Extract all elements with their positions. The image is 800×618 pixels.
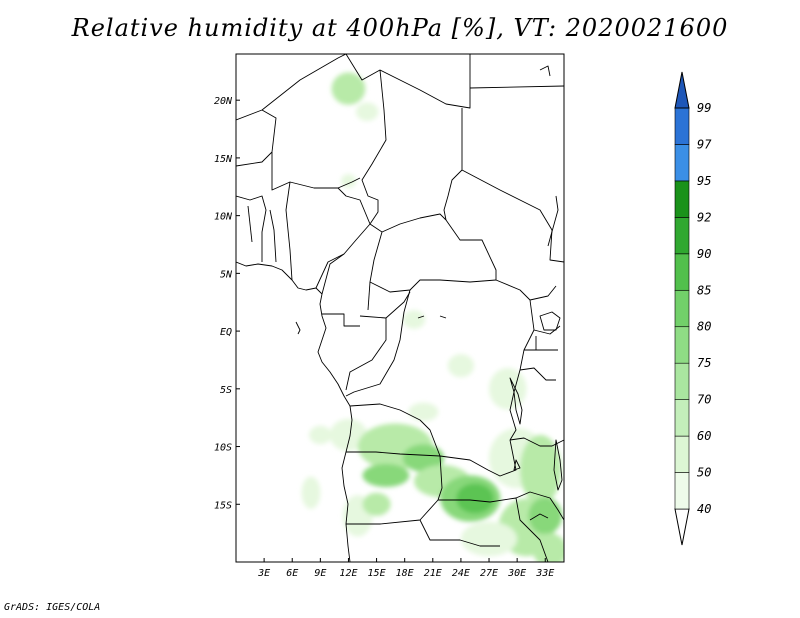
humidity-patch <box>460 521 518 557</box>
lake-victoria <box>539 311 561 331</box>
colorbar-segment <box>674 435 690 473</box>
colorbar-label: 70 <box>697 393 711 407</box>
colorbar-segment <box>674 253 690 291</box>
humidity-patch <box>456 483 494 514</box>
humidity-patch <box>355 102 379 121</box>
lon-tick-label: 6E <box>286 568 298 579</box>
humidity-patch <box>331 72 366 105</box>
colorbar-label: 80 <box>697 320 711 334</box>
humidity-patch <box>489 368 527 410</box>
colorbar-segment <box>674 399 690 437</box>
colorbar-segment <box>674 144 690 182</box>
country-borders <box>236 54 564 562</box>
humidity-patch <box>362 463 410 487</box>
lon-tick-label: 24E <box>452 568 470 579</box>
colorbar-label: 75 <box>697 356 711 370</box>
colorbar-label: 40 <box>697 502 711 516</box>
coastline-west-africa <box>236 261 353 562</box>
colorbar-segment <box>674 289 690 328</box>
colorbar-segment <box>674 217 690 255</box>
humidity-patch <box>528 497 563 535</box>
colorbar-segment <box>674 472 690 510</box>
colorbar-label: 99 <box>697 101 711 115</box>
longitude-axis: 3E 6E 9E 12E 15E 18E 21E 24E 27E 30E 33E <box>257 558 554 579</box>
colorbar-label: 92 <box>697 210 711 224</box>
lat-tick-label: 15S <box>214 500 232 511</box>
colorbar-label: 95 <box>697 174 711 188</box>
colorbar-label: 60 <box>697 429 711 443</box>
colorbar-segment <box>674 107 690 145</box>
lat-tick-label: 5S <box>220 385 232 396</box>
colorbar-segment <box>674 326 690 364</box>
map-frame <box>235 53 565 563</box>
colorbar-segment <box>674 180 690 218</box>
grads-credit: GrADS: IGES/COLA <box>4 602 101 613</box>
lon-tick-label: 33E <box>535 568 554 579</box>
lon-tick-label: 9E <box>314 568 326 579</box>
humidity-patch <box>329 418 368 452</box>
humidity-patch <box>340 174 356 188</box>
map-title: Relative humidity at 400hPa [%], VT: 202… <box>71 14 729 42</box>
lon-tick-label: 21E <box>424 568 442 579</box>
colorbar-over-arrow <box>674 71 690 109</box>
humidity-patch <box>408 402 439 422</box>
humidity-patch <box>533 533 564 562</box>
colorbar-label: 85 <box>697 283 711 297</box>
lon-tick-label: 30E <box>507 568 526 579</box>
lake-malawi <box>553 439 563 491</box>
lat-tick-label: EQ <box>220 327 232 338</box>
lake-tanganyika <box>509 377 523 425</box>
colorbar: 40 50 60 70 75 80 85 90 92 95 97 99 <box>674 71 712 546</box>
lon-tick-label: 18E <box>396 568 414 579</box>
lon-tick-label: 3E <box>257 568 270 579</box>
lon-tick-label: 27E <box>480 568 498 579</box>
colorbar-label: 97 <box>697 137 712 151</box>
humidity-patch <box>301 476 321 509</box>
lat-tick-label: 10N <box>214 212 233 223</box>
colorbar-segment <box>674 362 690 400</box>
humidity-patch <box>447 354 475 378</box>
lake-mweru <box>513 459 521 471</box>
humidity-patch <box>519 435 562 505</box>
lat-tick-label: 20N <box>214 96 233 107</box>
humidity-shading <box>301 72 564 562</box>
humidity-patch <box>362 492 391 516</box>
lat-tick-label: 10S <box>214 443 232 454</box>
lat-tick-label: 15N <box>214 154 233 165</box>
colorbar-under-arrow <box>674 508 690 546</box>
latitude-axis: 20N 15N 10N 5N EQ 5S 10S 15S <box>214 96 240 511</box>
humidity-patch <box>402 444 445 472</box>
colorbar-label: 90 <box>697 247 711 261</box>
lat-tick-label: 5N <box>220 269 233 280</box>
lon-tick-label: 12E <box>339 568 357 579</box>
colorbar-label: 50 <box>697 466 711 480</box>
lon-tick-label: 15E <box>368 568 386 579</box>
humidity-patch <box>402 310 426 329</box>
humidity-patch <box>309 425 332 445</box>
